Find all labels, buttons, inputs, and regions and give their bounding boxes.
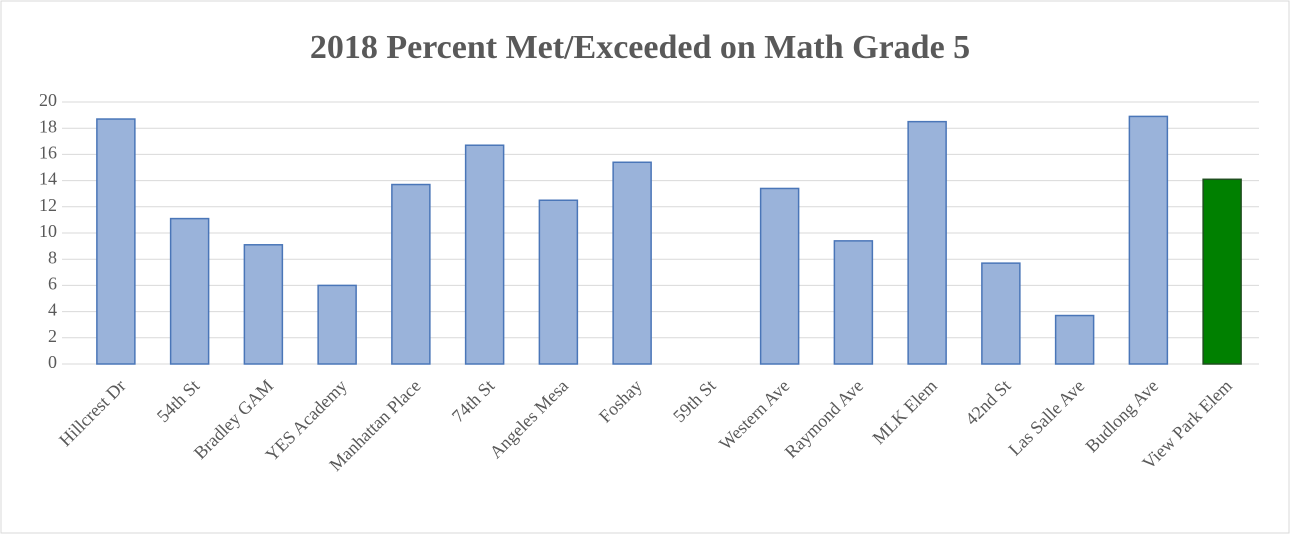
y-tick-label: 14 <box>39 169 57 189</box>
y-tick-label: 8 <box>48 247 57 267</box>
bar <box>169 217 210 365</box>
bar <box>464 144 505 365</box>
bar <box>317 284 357 365</box>
bar <box>981 262 1021 365</box>
bar <box>96 118 136 365</box>
chart-title: 2018 Percent Met/Exceeded on Math Grade … <box>310 29 970 66</box>
bar <box>1202 178 1242 365</box>
bar <box>243 244 284 365</box>
y-tick-label: 18 <box>39 116 57 136</box>
y-tick-label: 16 <box>39 143 57 163</box>
y-tick-label: 0 <box>48 352 57 372</box>
y-tick-label: 20 <box>39 90 57 110</box>
y-tick-label: 2 <box>48 326 57 346</box>
bar <box>538 199 579 365</box>
bar <box>907 120 947 365</box>
y-tick-label: 12 <box>39 195 57 215</box>
bar <box>1054 314 1095 365</box>
bar <box>612 161 652 365</box>
y-tick-label: 10 <box>39 221 57 241</box>
bar <box>759 187 800 365</box>
bar <box>833 240 874 365</box>
y-tick-label: 6 <box>48 274 57 294</box>
y-tick-label: 4 <box>48 300 57 320</box>
bar <box>391 183 431 365</box>
bar <box>1128 115 1169 365</box>
